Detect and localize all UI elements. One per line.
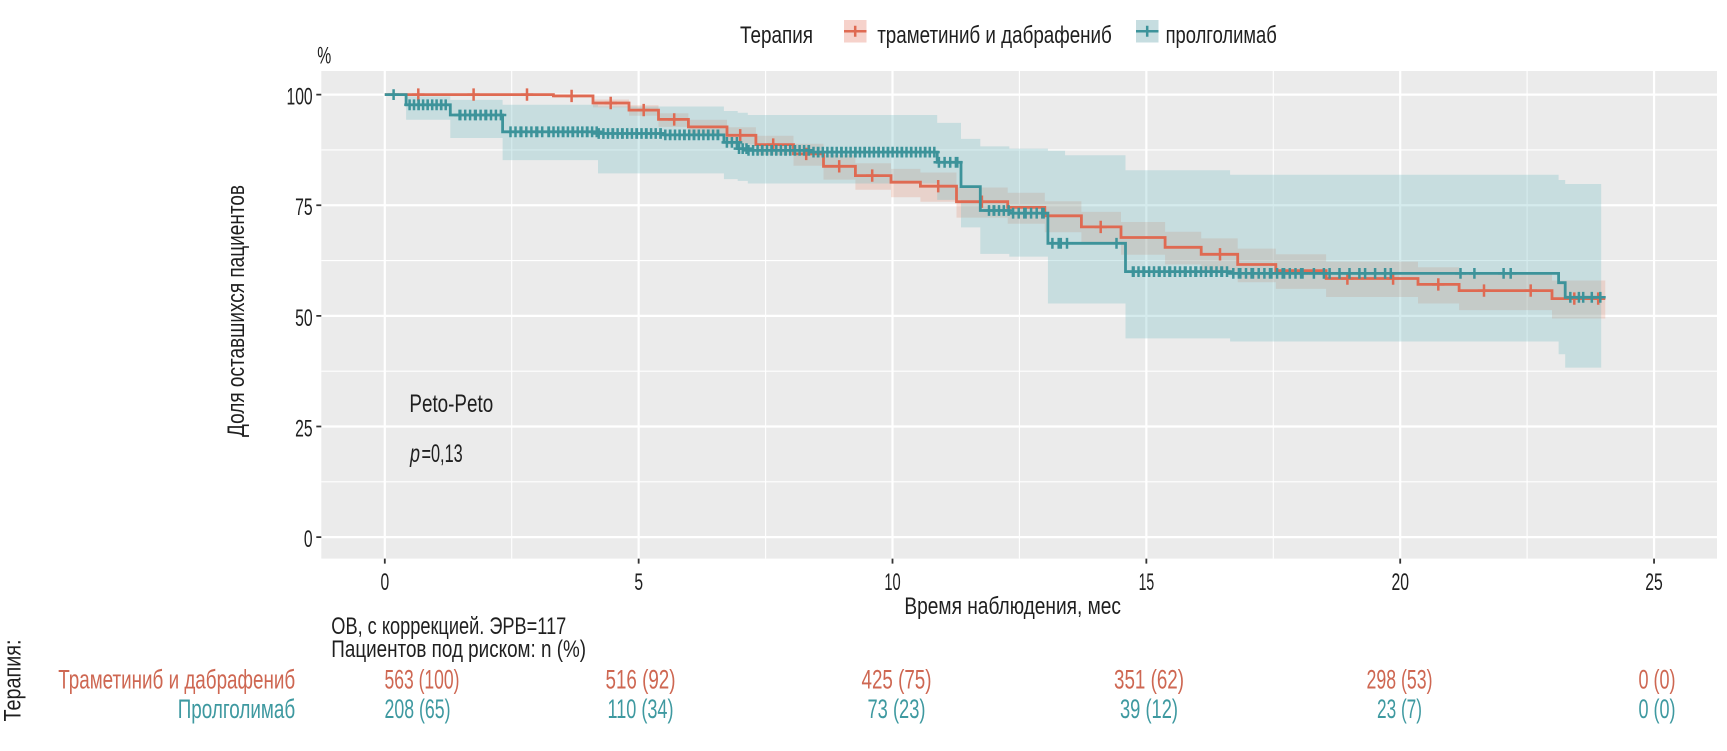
- svg-text:Терапия: Терапия: [740, 22, 813, 49]
- svg-text:23 (7): 23 (7): [1377, 694, 1422, 724]
- svg-text:5: 5: [634, 569, 643, 596]
- svg-text:15: 15: [1139, 569, 1155, 596]
- svg-text:ОВ, с коррекцией. ЭРВ=117: ОВ, с коррекцией. ЭРВ=117: [331, 613, 566, 640]
- svg-text:Peto-Peto: Peto-Peto: [409, 390, 493, 418]
- svg-text:%: %: [317, 42, 331, 69]
- svg-text:Пациентов под риском: n (%): Пациентов под риском: n (%): [331, 636, 586, 663]
- svg-text:0 (0): 0 (0): [1639, 694, 1676, 724]
- svg-text:351 (62): 351 (62): [1114, 664, 1184, 694]
- svg-text:=0,13: =0,13: [422, 440, 463, 468]
- svg-text:208 (65): 208 (65): [385, 694, 451, 724]
- svg-text:20: 20: [1391, 569, 1409, 596]
- svg-text:563 (100): 563 (100): [385, 664, 460, 694]
- svg-text:Время наблюдения, мес: Время наблюдения, мес: [904, 593, 1121, 620]
- svg-text:пролголимаб: пролголимаб: [1166, 22, 1277, 49]
- svg-text:75: 75: [295, 194, 313, 221]
- svg-text:Терапия:: Терапия:: [0, 640, 27, 722]
- svg-text:100: 100: [287, 84, 313, 111]
- svg-text:298 (53): 298 (53): [1367, 664, 1433, 694]
- svg-text:p: p: [409, 440, 420, 468]
- svg-text:110 (34): 110 (34): [608, 694, 674, 724]
- svg-text:Пролголимаб: Пролголимаб: [178, 694, 296, 724]
- svg-text:0 (0): 0 (0): [1639, 664, 1676, 694]
- svg-text:Траметиниб и дабрафениб: Траметиниб и дабрафениб: [58, 664, 295, 694]
- svg-text:0: 0: [380, 569, 389, 596]
- svg-text:425 (75): 425 (75): [862, 664, 932, 694]
- svg-text:50: 50: [295, 305, 313, 332]
- svg-text:25: 25: [1645, 569, 1663, 596]
- svg-text:Доля оставшихся пациентов: Доля оставшихся пациентов: [223, 185, 250, 437]
- svg-text:73 (23): 73 (23): [868, 694, 926, 724]
- svg-text:0: 0: [304, 526, 313, 553]
- svg-text:39 (12): 39 (12): [1120, 694, 1178, 724]
- svg-text:25: 25: [295, 416, 313, 443]
- svg-text:10: 10: [884, 569, 900, 596]
- svg-text:траметиниб и дабрафениб: траметиниб и дабрафениб: [877, 22, 1112, 49]
- svg-text:516 (92): 516 (92): [606, 664, 676, 694]
